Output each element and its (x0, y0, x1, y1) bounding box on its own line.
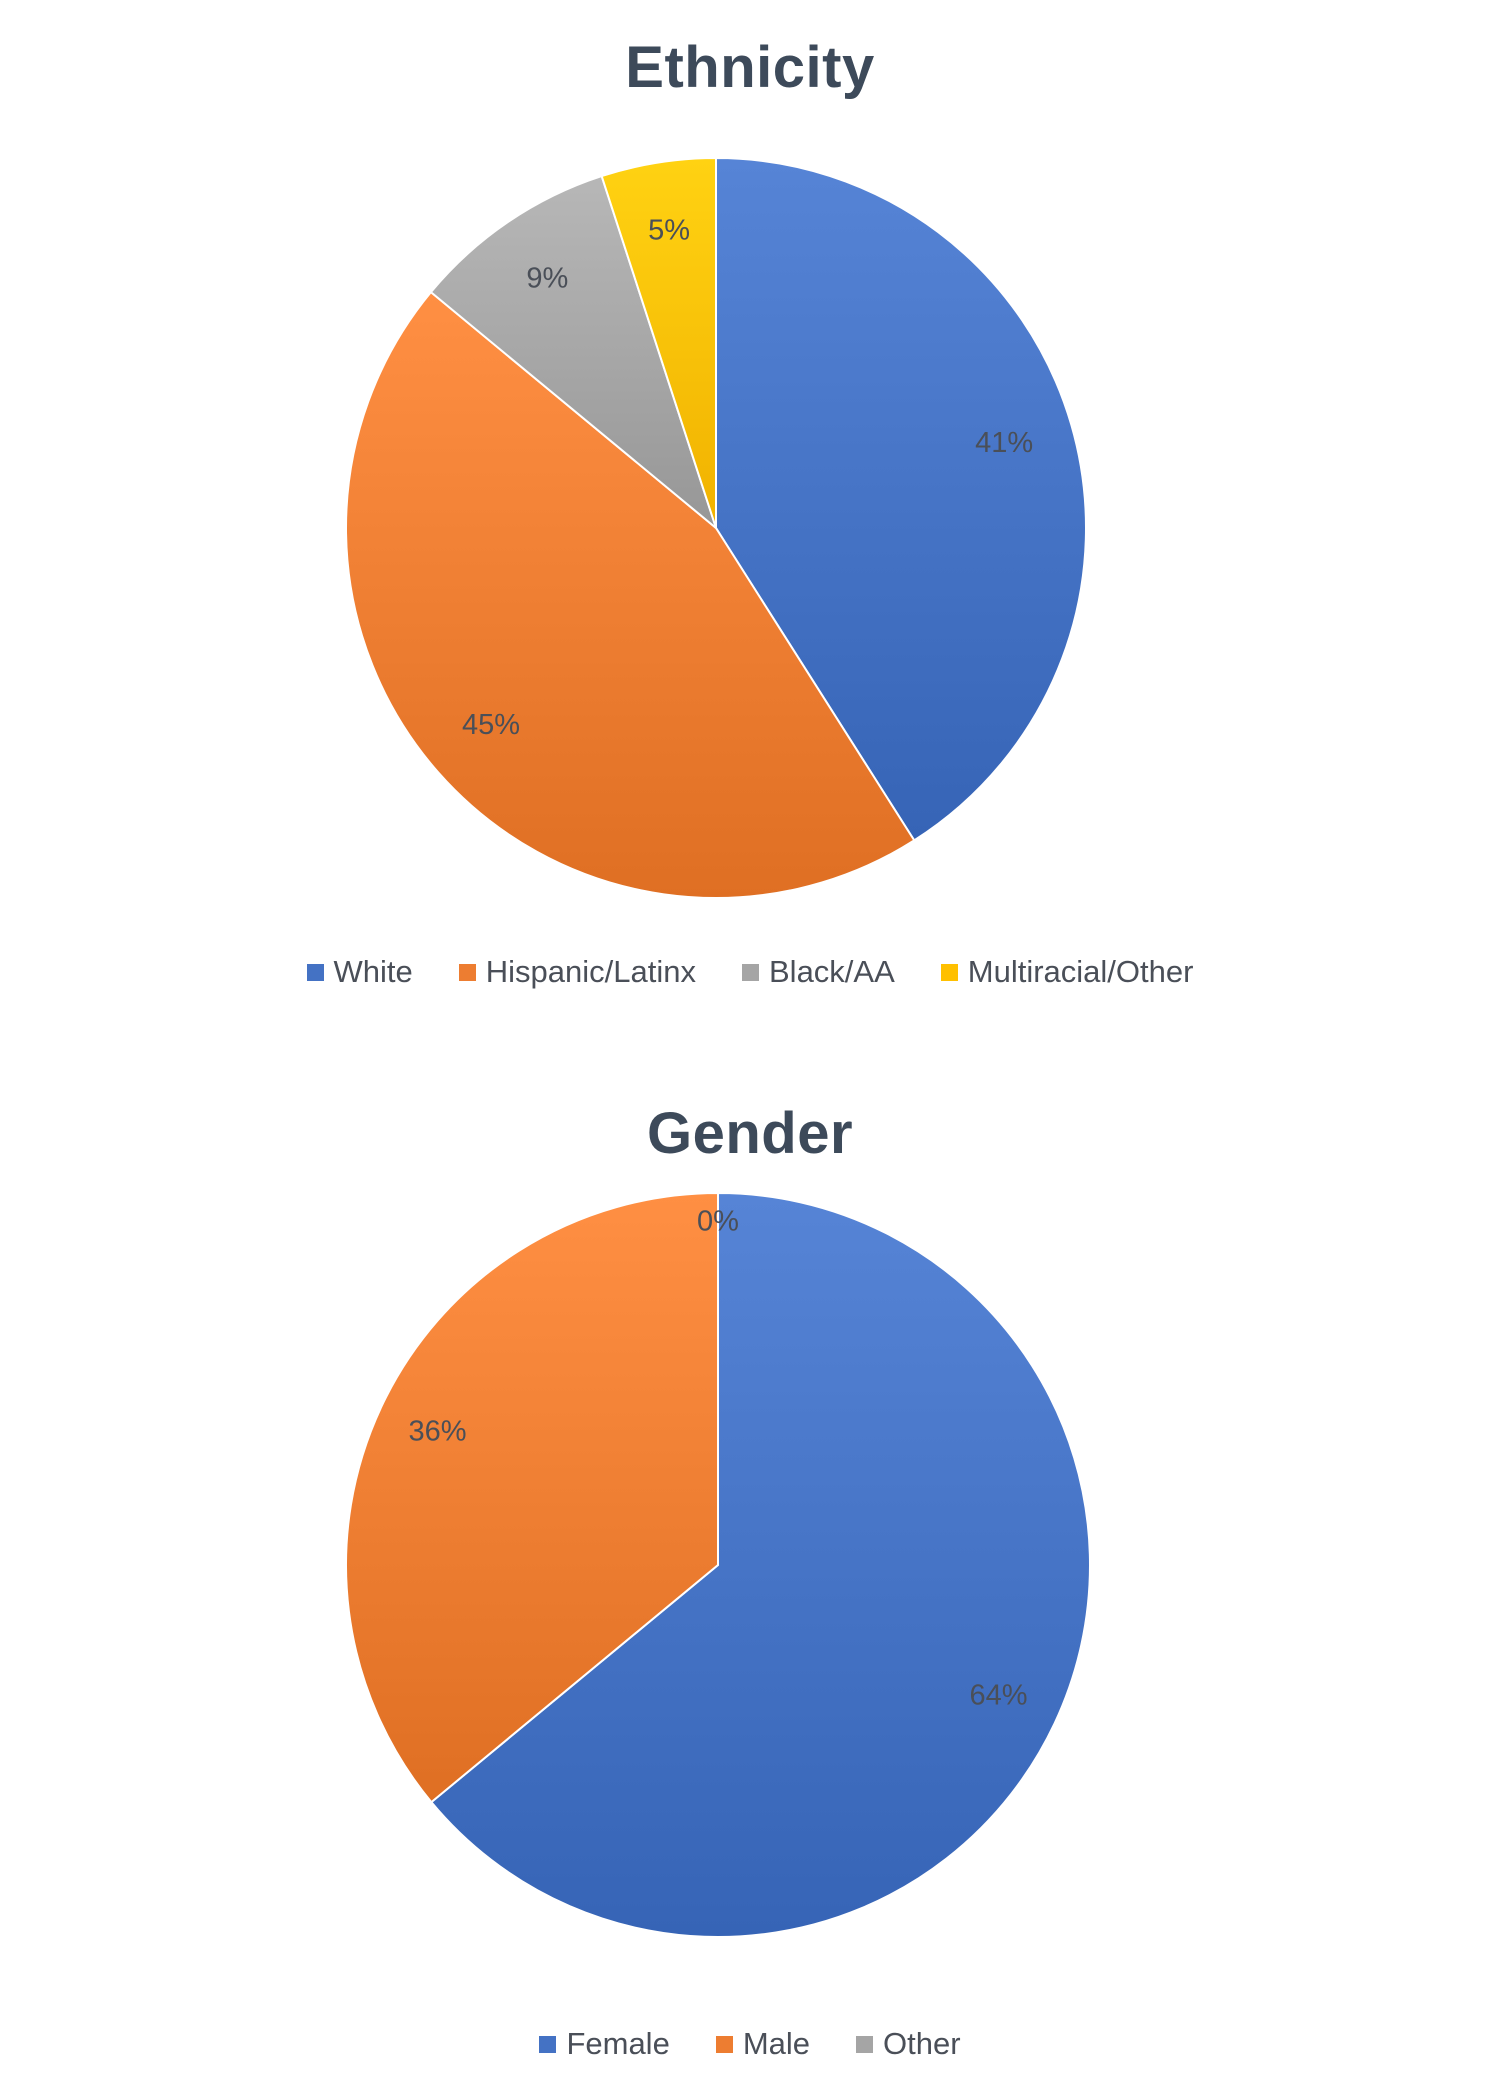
gender-pie: 64% 36% 0% (345, 1191, 1091, 1938)
pie-slice-hispanic-latinx[interactable] (345, 290, 916, 899)
legend-swatch (742, 963, 759, 981)
legend-swatch (539, 2035, 557, 2053)
legend-label: Multiracial/Other (967, 954, 1194, 989)
chart-title: Gender (646, 1101, 854, 1166)
pie-slice-white[interactable] (715, 156, 1087, 842)
legend-label: Black/AA (769, 954, 895, 989)
chart-title: Ethnicity (625, 35, 875, 100)
legend-item-white[interactable]: White (306, 954, 413, 990)
legend-item-female[interactable]: Female (539, 2026, 670, 2062)
legend-item-black-aa[interactable]: Black/AA (742, 954, 895, 990)
legend-item-multiracial-other[interactable]: Multiracial/Other (940, 954, 1194, 990)
gender-chart: Gender 64% 36% 0% Female Male Other (0, 1060, 1500, 2100)
legend-swatch (306, 963, 324, 981)
legend-swatch (940, 963, 958, 981)
legend-item-male[interactable]: Male (715, 2026, 811, 2062)
legend-swatch (458, 963, 476, 981)
legend: Female Male Other (0, 2026, 1500, 2062)
legend-label: Other (883, 2026, 961, 2061)
legend-swatch (856, 2035, 874, 2053)
legend-label: Male (742, 2026, 811, 2061)
data-label-black-aa: 9% (526, 263, 568, 295)
ethnicity-pie: 41% 45% 9% 5% (345, 156, 1087, 899)
data-label-female: 64% (969, 1680, 1027, 1712)
data-label-multiracial-other: 5% (648, 214, 690, 246)
pie-slice-black-aa[interactable] (429, 174, 719, 531)
ethnicity-chart: Ethnicity 41% 45% 9% 5% White Hispanic/Lati… (0, 0, 1500, 1040)
legend-item-other[interactable]: Other (856, 2026, 961, 2062)
legend-label: Female (566, 2026, 670, 2061)
data-label-white: 41% (975, 427, 1033, 459)
legend-label: Hispanic/Latinx (485, 954, 696, 989)
legend-swatch (715, 2035, 733, 2053)
pie-slice-female[interactable] (429, 1191, 1091, 1938)
data-label-male: 36% (408, 1416, 466, 1448)
legend-label: White (333, 954, 413, 989)
pie-slice-multiracial-other[interactable] (600, 156, 717, 529)
data-label-other: 0% (697, 1205, 739, 1237)
pie-slice-male[interactable] (345, 1191, 719, 1804)
legend-item-hispanic-latinx[interactable]: Hispanic/Latinx (458, 954, 696, 990)
data-label-hispanic-latinx: 45% (462, 709, 520, 741)
legend: White Hispanic/Latinx Black/AA Multiraci… (0, 954, 1500, 990)
